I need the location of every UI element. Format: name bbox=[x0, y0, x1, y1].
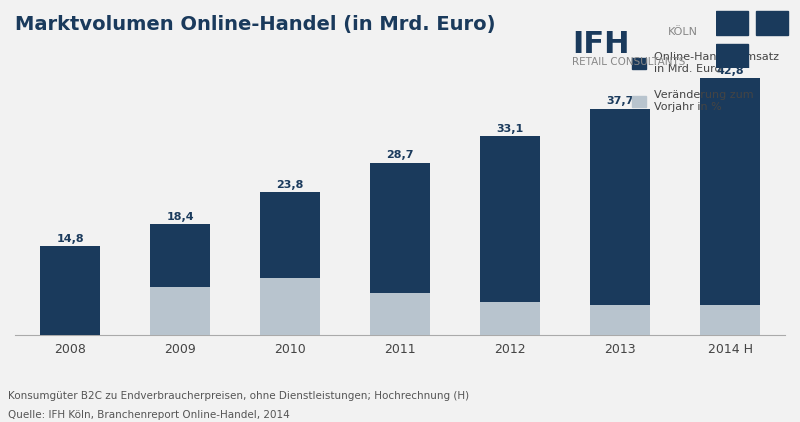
Text: 37,7: 37,7 bbox=[606, 96, 634, 106]
Text: +24,2: +24,2 bbox=[162, 306, 198, 316]
Bar bbox=[150, 225, 210, 335]
Bar bbox=[150, 287, 210, 335]
Bar bbox=[716, 11, 748, 35]
Legend: Online-Handel Umsatz
in Mrd. Euro, Veränderung zum
Vorjahr in %: Online-Handel Umsatz in Mrd. Euro, Verän… bbox=[632, 52, 779, 112]
Bar bbox=[40, 246, 100, 335]
Bar bbox=[700, 78, 760, 335]
Bar bbox=[480, 302, 540, 335]
Text: 42,8: 42,8 bbox=[716, 65, 744, 76]
Text: RETAIL CONSULTANTS: RETAIL CONSULTANTS bbox=[572, 57, 686, 67]
Text: 14,8: 14,8 bbox=[56, 234, 84, 244]
Bar bbox=[716, 44, 748, 68]
Text: IFH: IFH bbox=[572, 30, 630, 59]
Bar bbox=[480, 136, 540, 335]
Text: 28,7: 28,7 bbox=[386, 150, 414, 160]
Text: +14,1: +14,1 bbox=[602, 315, 638, 325]
Bar bbox=[756, 11, 788, 35]
Text: +13,3: +13,3 bbox=[713, 315, 747, 325]
Text: +15,2: +15,2 bbox=[493, 314, 527, 324]
Text: Marktvolumen Online-Handel (in Mrd. Euro): Marktvolumen Online-Handel (in Mrd. Euro… bbox=[15, 15, 495, 34]
Bar bbox=[590, 108, 650, 335]
Text: 18,4: 18,4 bbox=[166, 212, 194, 222]
Bar bbox=[260, 192, 320, 335]
Text: Quelle: IFH Köln, Branchenreport Online-Handel, 2014: Quelle: IFH Köln, Branchenreport Online-… bbox=[8, 410, 290, 420]
Text: +29,5: +29,5 bbox=[273, 301, 307, 311]
Text: KÖLN: KÖLN bbox=[668, 27, 698, 38]
Bar bbox=[260, 278, 320, 335]
Text: Konsumgüter B2C zu Endverbraucherpreisen, ohne Dienstleistungen; Hochrechnung (H: Konsumgüter B2C zu Endverbraucherpreisen… bbox=[8, 391, 469, 401]
Bar bbox=[370, 293, 430, 335]
Bar bbox=[370, 162, 430, 335]
Bar bbox=[590, 305, 650, 335]
Text: 23,8: 23,8 bbox=[276, 180, 304, 189]
Text: 33,1: 33,1 bbox=[496, 124, 524, 134]
Bar bbox=[700, 305, 760, 335]
Text: +20,6: +20,6 bbox=[382, 309, 418, 319]
